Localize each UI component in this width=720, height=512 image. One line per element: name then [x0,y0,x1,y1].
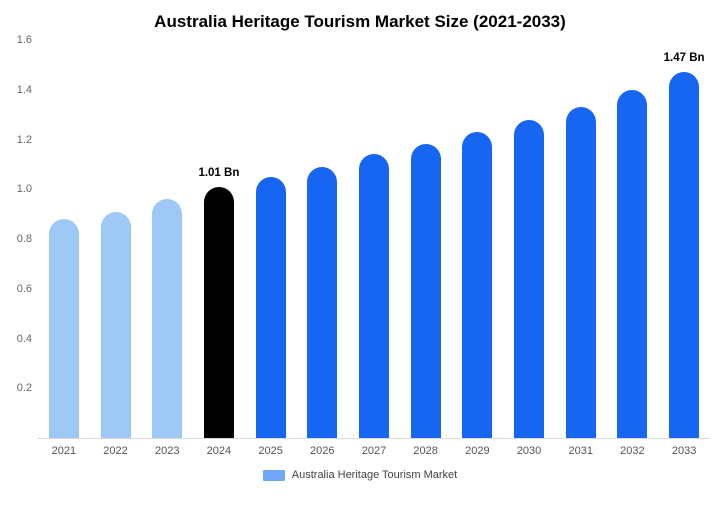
x-axis: 2021 2022 2023 2024 2025 2026 2027 2028 2029 2030… [38,445,710,457]
bar-2021[interactable] [48,219,79,438]
bar-value-label: 1.01 Bn [198,166,240,179]
bar-2023[interactable] [152,199,183,438]
bar-2025[interactable] [255,176,286,438]
x-tick-label: 2025 [258,445,283,457]
chart-container: Australia Heritage Tourism Market Size (… [0,12,720,481]
y-tick-label: 0.6 [16,282,32,295]
x-tick-label: 2033 [671,445,697,457]
bar-2032[interactable] [617,89,648,438]
y-tick-label: 1.4 [16,83,32,96]
bar-cell [607,40,659,438]
bar-2029[interactable] [462,132,493,438]
legend-marker-icon [262,469,285,481]
x-tick-label: 2028 [413,445,438,457]
bar-2022[interactable] [100,211,131,438]
bar-cell [38,40,90,438]
bar-2026[interactable] [307,166,338,438]
x-tick-label: 2030 [516,445,542,457]
bar-cell [90,40,142,438]
legend-item[interactable]: Australia Heritage Tourism Market [0,469,720,481]
bar-2027[interactable] [358,154,389,438]
bar-2031[interactable] [565,107,596,438]
bar-cell [348,40,400,438]
bar-cell [452,40,504,438]
y-tick-label: 0.2 [16,382,32,395]
x-tick-label: 2023 [154,445,180,457]
bars-row: 1.01 Bn 1.47 Bn [38,40,710,438]
plot-area: 1.01 Bn 1.47 Bn 0.2 0.4 0.6 0.8 1.0 1.2 1.4 1.6 [17,34,710,439]
legend-label: Australia Heritage Tourism Market [291,469,458,481]
bar-2033[interactable] [669,72,700,438]
bar-cell: 1.01 Bn [193,40,245,438]
x-tick-label: 2026 [310,445,335,457]
y-tick-label: 0.8 [16,233,32,245]
bar-2030[interactable] [514,119,545,438]
x-tick-label: 2021 [51,445,77,457]
y-tick-label: 1.6 [16,34,32,46]
x-tick-label: 2029 [465,445,490,457]
bar-cell [296,40,348,438]
bar-value-label: 1.47 Bn [663,52,705,65]
y-tick-label: 0.4 [16,332,32,345]
x-tick-label: 2032 [620,445,645,457]
bar-cell [555,40,607,438]
bar-cell: 1.47 Bn [658,40,710,438]
bar-cell [503,40,555,438]
x-tick-label: 2031 [568,445,593,457]
bar-cell [245,40,297,438]
y-tick-label: 1.0 [16,183,32,196]
x-tick-label: 2024 [206,445,232,457]
y-tick-label: 1.2 [16,133,32,146]
chart-title: Australia Heritage Tourism Market Size (… [154,12,566,31]
x-tick-label: 2022 [103,445,128,457]
bar-cell [141,40,193,438]
x-tick-label: 2027 [361,445,387,457]
bar-cell [400,40,452,438]
bar-2028[interactable] [410,144,441,438]
bar-2024[interactable] [203,186,234,438]
